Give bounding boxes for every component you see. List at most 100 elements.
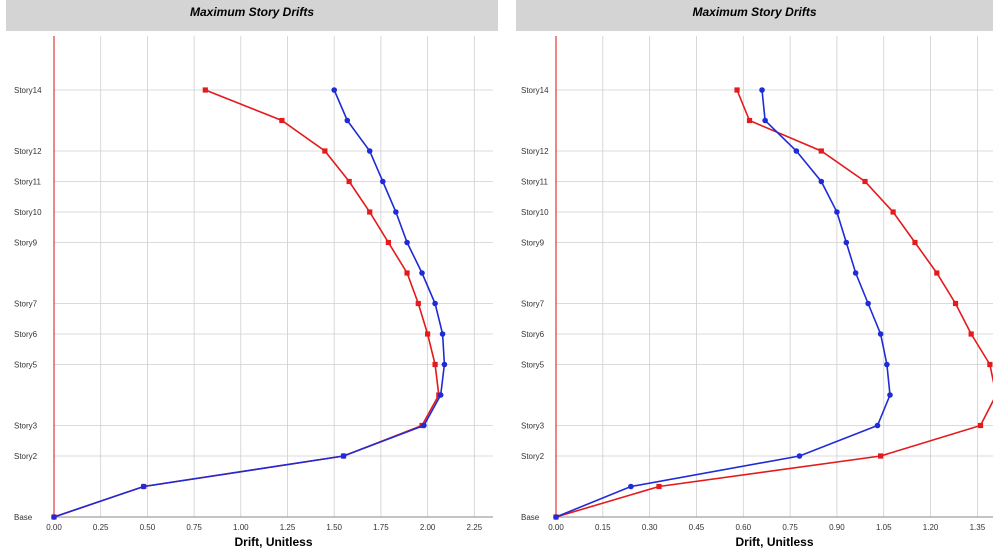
x-tick-label: 0.75 [782, 523, 798, 532]
data-point-square [934, 270, 940, 276]
data-point-circle [884, 361, 890, 368]
chart-panel-right: Maximum Story Drifts 0.00 0.15 0.30 0.45 0.60… [516, 0, 993, 557]
data-point-circle [393, 209, 399, 215]
x-tick-label: 0.15 [595, 523, 611, 532]
data-point-circle [331, 87, 338, 93]
data-point-circle [419, 270, 425, 276]
x-tick-label: 0.75 [186, 523, 202, 532]
story-label: Base [14, 513, 33, 522]
data-point-circle [874, 422, 881, 429]
story-label: Story10 [14, 208, 42, 217]
story-label: Story5 [14, 361, 38, 370]
data-point-circle [421, 422, 427, 429]
data-point-square [404, 270, 410, 276]
data-point-square [987, 361, 993, 368]
chart-title: Maximum Story Drifts [190, 5, 314, 19]
data-point-square [977, 422, 984, 429]
data-point-square [346, 178, 352, 185]
data-point-circle [843, 239, 850, 246]
story-label: Story6 [521, 330, 545, 339]
data-point-square [818, 148, 824, 154]
data-point-square [862, 178, 868, 185]
x-tick-label: 0.25 [93, 523, 109, 532]
story-label: Story10 [521, 208, 549, 217]
x-tick-label: 1.50 [326, 523, 342, 532]
title-bar [516, 0, 993, 31]
x-axis-label: Drift, Unitless [735, 535, 813, 549]
data-point-circle [439, 331, 446, 337]
data-point-circle [441, 361, 448, 368]
x-tick-label: 1.35 [970, 523, 986, 532]
story-label: Story5 [521, 361, 545, 370]
story-label: Story9 [521, 239, 545, 248]
data-point-square [202, 87, 208, 93]
story-label: Story7 [521, 300, 545, 309]
story-label: Story14 [14, 86, 42, 95]
data-point-circle [793, 148, 800, 154]
data-point-square [415, 300, 421, 307]
data-point-square [425, 331, 431, 337]
data-point-circle [432, 300, 438, 307]
data-point-square [367, 209, 373, 215]
data-point-square [432, 361, 438, 368]
data-point-square [912, 239, 918, 246]
x-tick-label: 0.90 [829, 523, 845, 532]
data-point-circle [762, 117, 768, 124]
data-point-circle [865, 300, 871, 307]
drift-chart-right: Maximum Story Drifts 0.00 0.15 0.30 0.45 0.60… [516, 0, 993, 549]
data-point-square [952, 300, 959, 307]
data-point-square [890, 209, 896, 215]
data-point-circle [628, 483, 634, 490]
data-point-circle [140, 483, 147, 490]
data-point-circle [834, 209, 840, 215]
story-label: Story3 [521, 422, 545, 431]
x-tick-label: 2.00 [420, 523, 436, 532]
chart-panel-left: Maximum Story Drifts 0.00 0.25 0.50 0.75 1.00… [6, 0, 498, 557]
story-label: Base [521, 513, 540, 522]
story-label: Story12 [521, 147, 549, 156]
x-tick-label: 0.30 [642, 523, 658, 532]
data-point-circle [437, 392, 444, 398]
x-tick-label: 1.05 [876, 523, 892, 532]
data-point-square [746, 117, 753, 124]
story-label: Story11 [14, 178, 42, 187]
x-tick-label: 0.50 [140, 523, 156, 532]
data-point-circle [852, 270, 859, 276]
story-label: Story2 [14, 452, 38, 461]
story-label: Story12 [14, 147, 42, 156]
x-tick-label: 1.75 [373, 523, 389, 532]
x-tick-label: 1.00 [233, 523, 249, 532]
x-tick-label: 1.20 [923, 523, 939, 532]
series-1 [51, 87, 448, 520]
data-point-circle [366, 148, 373, 154]
data-point-square [656, 483, 662, 490]
drift-chart-left: Maximum Story Drifts 0.00 0.25 0.50 0.75 1.00… [6, 0, 498, 549]
data-point-circle [877, 331, 884, 337]
x-tick-label: 0.00 [548, 523, 564, 532]
story-label: Story6 [14, 330, 38, 339]
data-point-square [279, 117, 285, 124]
data-point-square [734, 87, 740, 93]
title-bar [6, 0, 498, 31]
data-point-circle [379, 178, 386, 185]
data-point-circle [344, 117, 351, 124]
data-point-square [968, 331, 974, 337]
x-tick-label: 0.60 [735, 523, 751, 532]
series-1 [553, 87, 893, 520]
data-point-circle [887, 392, 893, 398]
x-tick-label: 2.25 [467, 523, 483, 532]
data-point-circle [553, 514, 559, 520]
story-label: Story14 [521, 86, 549, 95]
x-tick-label: 1.25 [280, 523, 296, 532]
story-label: Story2 [521, 452, 545, 461]
x-tick-label: 0.45 [689, 523, 705, 532]
chart-title: Maximum Story Drifts [692, 5, 816, 19]
story-label: Story9 [14, 239, 38, 248]
data-point-circle [796, 453, 803, 459]
story-label: Story3 [14, 422, 38, 431]
x-tick-label: 0.00 [46, 523, 62, 532]
data-point-circle [340, 453, 347, 459]
data-point-circle [818, 178, 825, 185]
data-point-circle [759, 87, 765, 93]
data-point-square [322, 148, 328, 154]
